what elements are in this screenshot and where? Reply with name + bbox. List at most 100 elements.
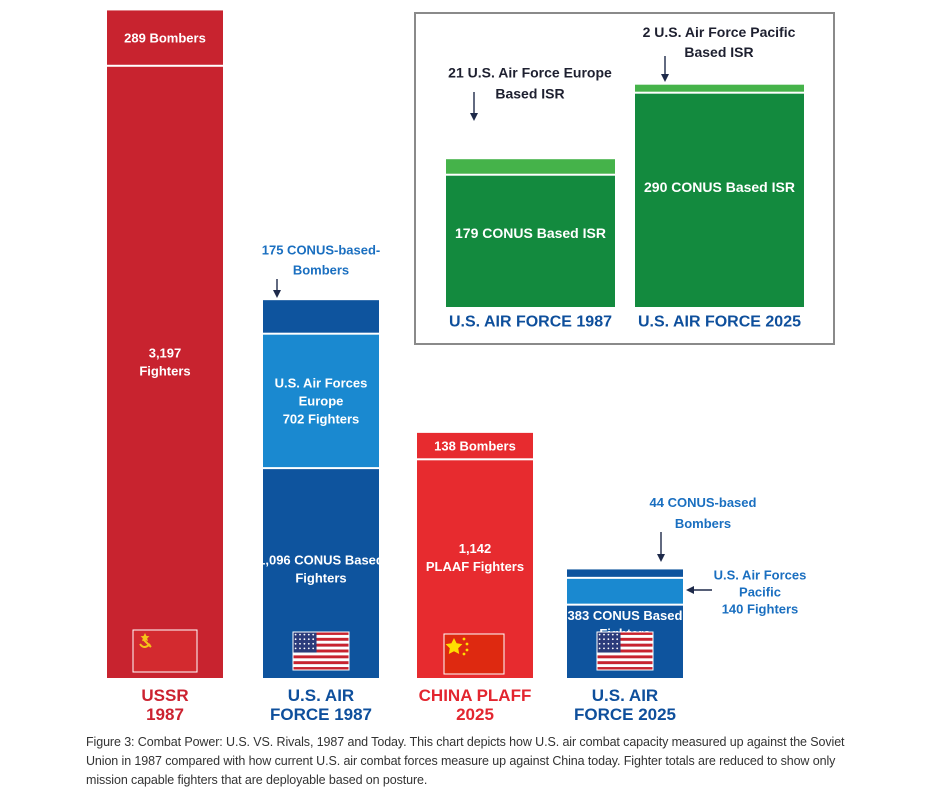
us-flag-star — [307, 633, 310, 636]
bar-usaf-1987: 1,096 CONUS Based Fighters U.S. Air Forces… — [258, 300, 384, 678]
us-flag-stripe — [597, 652, 653, 656]
category-label-china-2025-line-1: CHINA PLAFF — [419, 686, 532, 705]
label-china-2025-seg1-line-2: PLAAF Fighters — [426, 559, 524, 574]
us-flag-star — [312, 647, 315, 650]
category-label-usaf-1987-line-2: FORCE 1987 — [270, 705, 372, 724]
us-flag-star — [312, 633, 315, 636]
segment-divider — [567, 603, 683, 606]
us-flag-star — [598, 633, 601, 636]
callout-usaf-2025-pacific-line-2: Pacific — [739, 585, 781, 600]
us-flag-star — [603, 647, 605, 650]
us-flag-star — [611, 633, 614, 636]
segment-usaf-1987-conus-based-bombers — [263, 300, 379, 334]
segment-divider — [263, 332, 379, 335]
china-small-star — [462, 652, 466, 656]
us-flag-border — [596, 631, 654, 671]
segment-divider — [635, 91, 804, 94]
us-flag-stripe — [293, 649, 349, 653]
label-isr-2025-conus-line-1: 290 CONUS Based ISR — [644, 179, 795, 195]
us-flag-star — [303, 638, 306, 641]
china-small-star — [462, 637, 466, 641]
us-flag-stripe — [597, 649, 653, 653]
us-flag-star — [312, 642, 315, 645]
us-flag-star — [312, 638, 315, 641]
us-flag-stripe — [293, 637, 349, 641]
segment-ussr-1987-fighters — [107, 65, 223, 679]
label-usaf-1987-seg1-line-1: 1,096 CONUS Based — [258, 552, 384, 567]
segment-china-2025-bombers — [417, 432, 533, 460]
ussr-star — [140, 633, 150, 642]
ussr-flag-icon — [132, 629, 198, 673]
callout-usaf-2025-pacific-line-3: 140 Fighters — [722, 602, 799, 617]
us-flag-stripe — [293, 634, 349, 639]
us-flag-star — [603, 638, 605, 641]
bar-ussr-1987: 3,197 Fighters 289 Bombers — [107, 10, 223, 679]
segment-isr-1987-conus-based-isr — [446, 174, 615, 307]
segment-usaf-2025-conus-based-bombers — [567, 569, 683, 578]
segment-divider — [567, 576, 683, 579]
us-flag-star — [607, 633, 610, 636]
segment-divider — [446, 173, 615, 176]
us-flag-star — [607, 638, 610, 641]
us-flag-stripe — [293, 632, 349, 636]
us-flag-stripe — [597, 664, 653, 668]
china-big-star — [445, 638, 463, 654]
callout-usaf-1987-bombers-line-2: Bombers — [293, 263, 349, 278]
callout-arrow-usaf-1987-bombers-head — [273, 290, 281, 298]
us-flag-stripe — [293, 664, 349, 668]
callout-isr-1987-europe-line-2: Based ISR — [495, 86, 564, 102]
us-flag-canton — [293, 632, 317, 653]
ussr-hammer-sickle — [139, 638, 152, 648]
us-flag-stripe — [293, 646, 349, 650]
category-label-isr-2025-line-1: U.S. AIR FORCE 2025 — [638, 314, 801, 331]
segment-divider — [107, 64, 223, 67]
category-label-usaf-2025-line-1: U.S. AIR — [592, 686, 658, 705]
us-flag-stripe — [597, 655, 653, 659]
us-flag-stripe — [597, 632, 653, 636]
segment-divider — [417, 458, 533, 461]
segment-usaf-2025-pacific-fighters — [567, 577, 683, 605]
us-flag-star — [294, 647, 297, 650]
segment-divider — [263, 467, 379, 470]
us-flag-star — [603, 633, 605, 636]
us-flag-stripe — [293, 667, 349, 671]
us-flag-star — [611, 642, 614, 645]
category-label-usaf-2025-line-2: FORCE 2025 — [574, 705, 676, 724]
us-flag-stripe — [293, 655, 349, 659]
category-label-china-2025-line-2: 2025 — [456, 705, 494, 724]
label-ussr-1987-seg2-line-1: 289 Bombers — [124, 31, 206, 46]
us-flag-star — [307, 642, 310, 645]
us-flag-star — [598, 647, 601, 650]
callout-arrow-isr-1987-europe-head — [470, 113, 478, 121]
us-flag-star — [616, 633, 619, 636]
callout-usaf-1987-bombers-line-1: 175 CONUS-based- — [262, 243, 380, 258]
label-ussr-1987-seg1-line-1: 3,197 — [149, 345, 182, 360]
us-flag-star — [299, 647, 301, 650]
us-flag-icon — [292, 631, 350, 671]
callout-isr-1987-europe-line-1: 21 U.S. Air Force Europe — [448, 65, 612, 81]
segment-isr-2025-pacific-based-isr — [635, 84, 804, 93]
callout-usaf-2025-bombers-line-1: 44 CONUS-based — [650, 495, 757, 510]
us-flag-stripe — [597, 634, 653, 639]
segment-usaf-1987-europe-fighters — [263, 333, 379, 469]
bar-china-2025: 1,142 PLAAF Fighters 138 Bombers — [417, 432, 533, 678]
label-usaf-1987-seg2-line-1: U.S. Air Forces — [275, 375, 368, 390]
us-flag-icon — [596, 631, 654, 671]
us-flag-stripe — [597, 658, 653, 662]
label-usaf-1987-seg2-line-3: 702 Fighters — [283, 411, 360, 426]
callout-isr-2025-pacific-line-2: Based ISR — [684, 44, 753, 60]
us-flag-star — [616, 638, 619, 641]
segment-ussr-1987-bombers — [107, 10, 223, 66]
china-flag-icon — [443, 633, 505, 675]
callout-arrow-usaf-2025-bombers — [657, 532, 665, 562]
us-flag-star — [294, 638, 297, 641]
callout-arrow-usaf-2025-bombers-head — [657, 554, 665, 562]
us-flag-star — [603, 642, 605, 645]
label-usaf-1987-seg1-line-2: Fighters — [295, 570, 346, 585]
us-flag-stripe — [293, 643, 349, 647]
callout-arrow-isr-2025-pacific — [661, 56, 669, 82]
us-flag-star — [611, 647, 614, 650]
category-label-ussr-1987-line-1: USSR — [141, 686, 188, 705]
